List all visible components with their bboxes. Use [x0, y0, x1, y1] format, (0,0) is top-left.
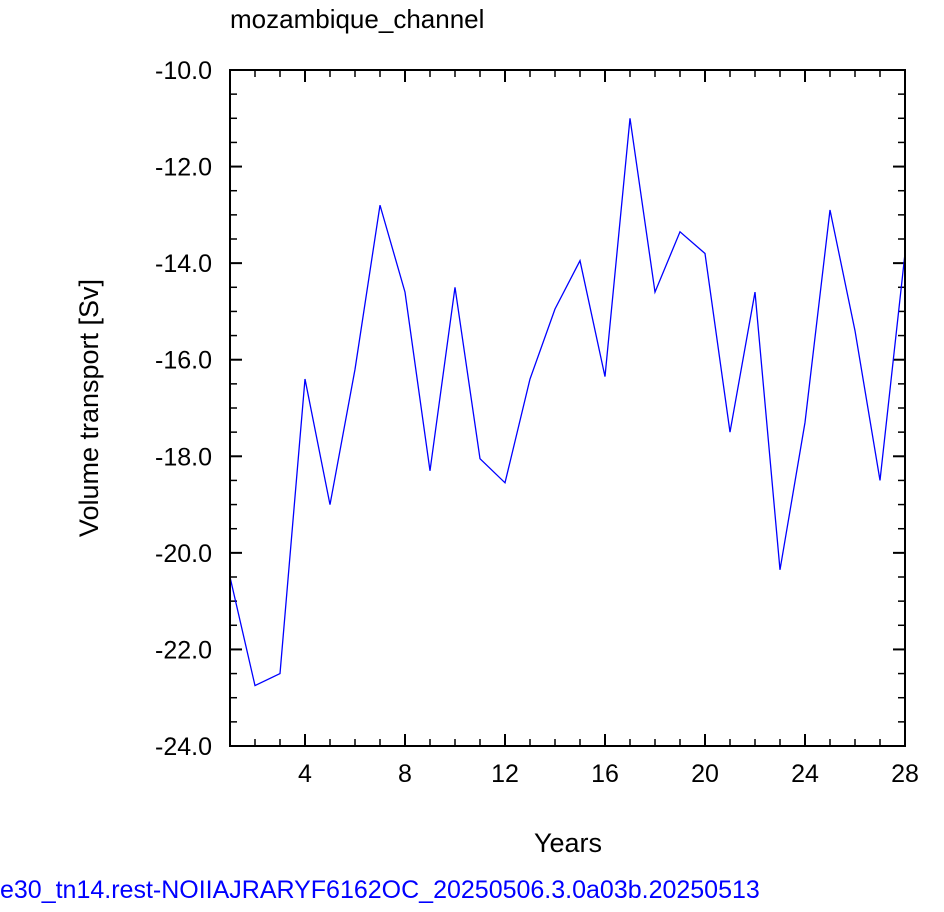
x-tick-label: 24	[791, 760, 819, 788]
y-tick-label: -12.0	[155, 154, 212, 182]
x-tick-label: 4	[298, 760, 312, 788]
footer-text: e30_tn14.rest-NOIIAJRARYF6162OC_20250506…	[0, 876, 760, 904]
y-tick-label: -18.0	[155, 443, 212, 471]
y-tick-label: -22.0	[155, 636, 212, 664]
y-tick-labels: -24.0 -22.0 -20.0 -18.0 -16.0 -14.0 -12.0 -10.0	[155, 57, 212, 761]
major-ticks	[230, 69, 906, 747]
x-tick-label: 8	[398, 760, 412, 788]
y-tick-label: -24.0	[155, 733, 212, 761]
minor-ticks	[229, 70, 905, 746]
x-tick-label: 28	[891, 760, 919, 788]
y-tick-label: -14.0	[155, 250, 212, 278]
series-line	[229, 118, 906, 687]
y-tick-label: -16.0	[155, 347, 212, 375]
y-tick-label: -20.0	[155, 540, 212, 568]
y-tick-label: -10.0	[155, 57, 212, 85]
x-tick-label: 20	[691, 760, 719, 788]
y-axis-title: Volume transport [Sv]	[74, 279, 104, 537]
x-tick-label: 16	[591, 760, 619, 788]
x-tick-label: 12	[491, 760, 519, 788]
x-axis-title: Years	[534, 828, 602, 858]
chart-title: mozambique_channel	[230, 4, 484, 34]
plot-frame	[229, 69, 906, 747]
x-tick-labels: 4 8 12 16 20 24 28	[298, 760, 919, 788]
